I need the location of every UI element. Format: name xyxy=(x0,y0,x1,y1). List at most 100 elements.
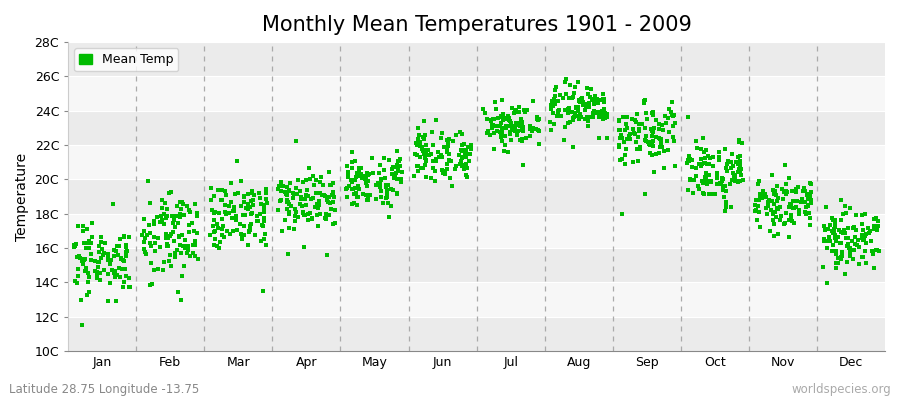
Point xyxy=(578,106,592,113)
Point xyxy=(530,116,544,122)
Point xyxy=(257,202,272,209)
Point xyxy=(702,161,716,167)
Point xyxy=(191,256,205,262)
Point xyxy=(658,113,672,120)
Point xyxy=(384,202,399,209)
Point xyxy=(841,259,855,265)
Point xyxy=(803,215,817,222)
Point xyxy=(620,114,634,120)
Point xyxy=(728,178,742,184)
Point xyxy=(796,188,811,194)
Point xyxy=(762,197,777,203)
Point xyxy=(96,252,111,258)
Point xyxy=(716,186,730,193)
Point xyxy=(172,234,186,240)
Point xyxy=(699,160,714,167)
Point xyxy=(259,241,274,248)
Point xyxy=(483,131,498,138)
Point xyxy=(773,217,788,223)
Point xyxy=(828,217,842,224)
Point xyxy=(222,209,237,216)
Point xyxy=(257,218,272,225)
Point xyxy=(752,197,766,204)
Point xyxy=(412,143,427,149)
Point xyxy=(713,179,727,186)
Point xyxy=(849,212,863,218)
Point xyxy=(652,135,666,141)
Point xyxy=(775,186,789,192)
Point xyxy=(444,158,458,164)
Point xyxy=(503,118,517,124)
Point xyxy=(759,194,773,201)
Point xyxy=(526,98,540,104)
Point xyxy=(494,130,508,136)
Point xyxy=(731,179,745,186)
Point xyxy=(117,266,131,272)
Point xyxy=(626,126,640,132)
Point xyxy=(434,152,448,158)
Point xyxy=(508,127,523,134)
Point xyxy=(291,176,305,183)
Point xyxy=(590,100,605,106)
Point xyxy=(816,236,831,242)
Bar xyxy=(68,111,885,145)
Point xyxy=(598,114,612,121)
Point xyxy=(107,270,122,276)
Point xyxy=(349,170,364,176)
Point xyxy=(280,199,294,205)
Point xyxy=(456,141,471,147)
Point xyxy=(144,260,158,266)
Point xyxy=(790,184,805,190)
Point xyxy=(256,223,271,229)
Point xyxy=(153,219,167,226)
Point xyxy=(804,189,818,195)
Point xyxy=(289,137,303,144)
Point xyxy=(786,204,800,211)
Point xyxy=(180,203,194,210)
Point xyxy=(437,168,452,174)
Point xyxy=(204,184,219,191)
Point xyxy=(374,175,389,182)
Point xyxy=(285,190,300,196)
Point xyxy=(380,194,394,200)
Point xyxy=(627,130,642,136)
Point xyxy=(493,123,508,130)
Point xyxy=(218,209,232,216)
Point xyxy=(783,217,797,223)
Point xyxy=(798,209,813,215)
Point xyxy=(525,128,539,134)
Point xyxy=(613,135,627,141)
Point xyxy=(643,150,657,156)
Point xyxy=(785,218,799,224)
Point xyxy=(789,186,804,192)
Point xyxy=(454,142,469,148)
Point xyxy=(769,192,783,198)
Point xyxy=(700,181,715,187)
Point xyxy=(79,240,94,246)
Point xyxy=(326,221,340,228)
Point xyxy=(502,115,517,121)
Point xyxy=(170,247,184,253)
Point xyxy=(641,139,655,145)
Point xyxy=(299,177,313,183)
Point xyxy=(753,191,768,198)
Point xyxy=(717,194,732,200)
Point xyxy=(390,190,404,196)
Point xyxy=(619,136,634,142)
Point xyxy=(356,175,371,182)
Point xyxy=(558,79,572,85)
Point xyxy=(510,122,525,129)
Point xyxy=(350,194,365,200)
Point xyxy=(642,140,656,147)
Point xyxy=(237,194,251,200)
Point xyxy=(339,186,354,192)
Point xyxy=(547,93,562,99)
Point xyxy=(220,228,234,234)
Point xyxy=(774,212,788,219)
Point xyxy=(456,154,471,160)
Point xyxy=(644,133,659,139)
Point xyxy=(344,176,358,183)
Point xyxy=(77,240,92,246)
Point xyxy=(694,163,708,169)
Point xyxy=(243,204,257,210)
